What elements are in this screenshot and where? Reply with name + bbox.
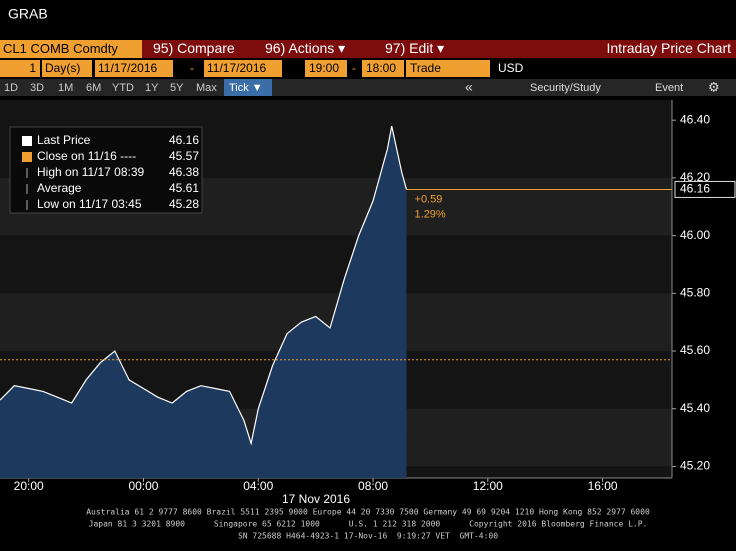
- footer-line: Australia 61 2 9777 8600 Brazil 5511 239…: [86, 508, 650, 517]
- tick-selector-bg: [224, 79, 272, 96]
- date-dash: -: [190, 61, 194, 75]
- ticker-box[interactable]: [0, 40, 142, 58]
- legend-value: 46.38: [169, 165, 199, 179]
- security-button[interactable]: Security/Study: [530, 82, 601, 94]
- period-button[interactable]: 5Y: [170, 82, 184, 94]
- event-button[interactable]: Event: [655, 82, 683, 94]
- price-area: [0, 126, 407, 478]
- y-tick-label: 45.60: [680, 343, 710, 357]
- price-line: [0, 125, 408, 446]
- x-tick-label: 00:00: [128, 479, 158, 493]
- actions-button[interactable]: 96) Actions ▾: [265, 40, 345, 56]
- period-input[interactable]: 1: [29, 61, 36, 75]
- footer-line: SN 725688 H464-4923-1 17-Nov-16 9:19:27 …: [238, 532, 498, 541]
- legend-label: Average: [37, 181, 82, 195]
- legend-label: Close on 11/16 ----: [37, 149, 136, 163]
- change-pct: 1.29%: [415, 208, 446, 220]
- x-tick-label: 08:00: [358, 479, 388, 493]
- y-tick-label: 45.80: [680, 286, 710, 300]
- compare-button[interactable]: 95) Compare: [153, 40, 235, 56]
- period-button[interactable]: 6M: [86, 82, 101, 94]
- period-button[interactable]: 1D: [4, 82, 18, 94]
- footer-line: Japan 81 3 3201 8900 Singapore 65 6212 1…: [89, 520, 648, 529]
- x-axis-label: 17 Nov 2016: [282, 492, 350, 506]
- x-tick-label: 12:00: [473, 479, 503, 493]
- x-tick-label: 20:00: [14, 479, 44, 493]
- start-date[interactable]: 11/17/2016: [98, 61, 157, 75]
- period-button[interactable]: YTD: [112, 82, 134, 94]
- field-select[interactable]: Trade: [410, 61, 441, 75]
- legend-value: 45.28: [169, 197, 199, 211]
- chart: 45.20 45.40 45.60 45.80 46.00 46.20 46.40 20:00…: [0, 100, 736, 506]
- x-tick-label: 04:00: [243, 479, 273, 493]
- y-tick-label: 46.00: [680, 228, 710, 242]
- legend-value: 46.16: [169, 133, 199, 147]
- ticker[interactable]: CL1 COMB Comdty: [3, 41, 118, 56]
- function-title: Intraday Price Chart: [607, 40, 732, 56]
- settings-icon[interactable]: ⚙: [708, 79, 720, 94]
- change: +0.59: [415, 193, 443, 205]
- time-dash: -: [352, 61, 356, 75]
- edit-button[interactable]: 97) Edit ▾: [385, 40, 444, 56]
- y-tick-label: 45.20: [680, 459, 710, 473]
- legend-label: Low on 11/17 03:45: [37, 197, 142, 211]
- legend-key: [22, 152, 32, 162]
- legend-box: [9, 126, 203, 214]
- window-title: GRAB: [8, 6, 48, 22]
- period-button[interactable]: 3D: [30, 82, 44, 94]
- legend-label: High on 11/17 08:39: [37, 165, 145, 179]
- period-unit[interactable]: Day(s): [45, 61, 80, 75]
- legend-key: [22, 136, 32, 146]
- period-button[interactable]: Max: [196, 82, 217, 94]
- end-time[interactable]: 18:00: [366, 61, 396, 75]
- legend-value: 45.57: [169, 149, 199, 163]
- last-price-box: [674, 180, 736, 198]
- legend-value: 45.61: [169, 181, 199, 195]
- period-button[interactable]: 1Y: [145, 82, 159, 94]
- legend-label: Last Price: [37, 133, 91, 147]
- x-tick-label: 16:00: [588, 479, 618, 493]
- currency: USD: [498, 61, 524, 75]
- y-tick-label: 46.40: [680, 112, 710, 126]
- y-tick-label: 46.20: [680, 170, 710, 184]
- tick-selector[interactable]: Tick ▼: [229, 82, 263, 94]
- period-button[interactable]: 1M: [58, 82, 73, 94]
- y-tick-label: 45.40: [680, 401, 710, 415]
- last-price-label: 46.16: [680, 182, 710, 196]
- end-date[interactable]: 11/17/2016: [207, 61, 266, 75]
- period-buttons: 1D 3D 1M 6M YTD 1Y 5Y Max Tick ▼: [4, 79, 272, 96]
- back-button[interactable]: «: [465, 79, 473, 95]
- start-time[interactable]: 19:00: [309, 61, 339, 75]
